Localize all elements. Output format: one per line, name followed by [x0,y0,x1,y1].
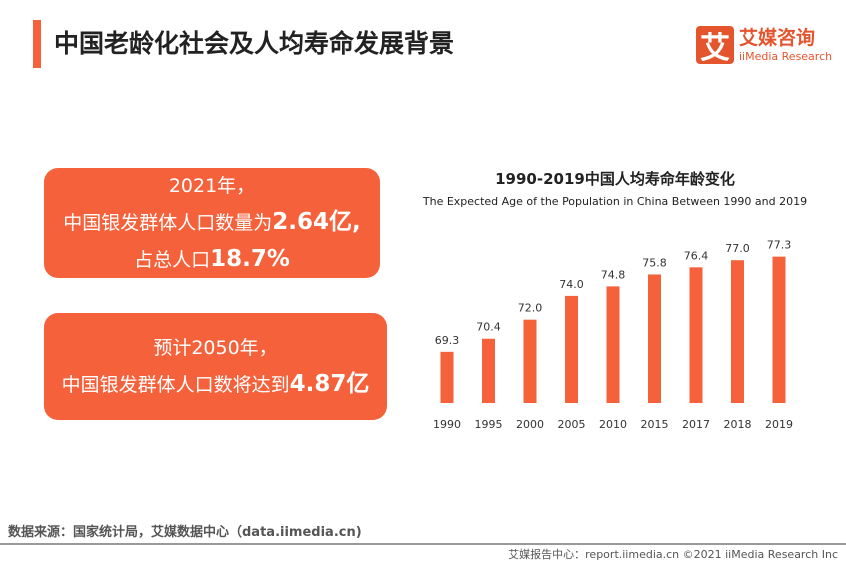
footer-divider [0,543,846,545]
stat-box-2021: 2021年， 中国银发群体人口数量为2.64亿, 占总人口18.7% [44,168,380,278]
title-accent-bar [33,20,41,68]
bar-2005 [565,295,578,403]
bar-2019 [772,256,786,403]
stat-box-2050: 预计2050年， 中国银发群体人口数将达到4.87亿 [44,313,387,420]
bar-2010 [606,286,620,403]
data-label: 77.3 [767,239,792,252]
logo-mark-icon: 艾 [696,26,734,66]
logo: 艾 艾媒咨询 iiMedia Research [696,26,833,66]
box1-line3: 占总人口18.7% [134,246,290,272]
box2-line2: 中国银发群体人口数将达到4.87亿 [61,371,370,397]
box1-line1: 2021年， [168,175,256,197]
x-tick-label: 2018 [724,418,752,431]
bar-1990 [440,351,454,403]
data-label: 69.3 [435,334,460,347]
footer-report: 艾媒报告中心：report.iimedia.cn ©2021 iiMedia R… [508,548,838,561]
logo-cn: 艾媒咨询 [739,26,816,49]
x-tick-label: 2000 [516,418,544,431]
bar-2017 [689,267,703,403]
box1-line2: 中国银发群体人口数量为2.64亿, [63,209,361,235]
x-tick-label: 1995 [475,418,503,431]
bar-2015 [648,274,661,403]
chart-title: 1990-2019中国人均寿命年龄变化 [495,170,735,188]
logo-en: iiMedia Research [739,49,833,63]
x-tick-label: 2005 [558,418,586,431]
data-label: 70.4 [476,321,501,334]
page-title: 中国老龄化社会及人均寿命发展背景 [54,29,455,58]
x-tick-label: 2010 [599,418,627,431]
x-tick-label: 2017 [682,418,710,431]
chart-subtitle: The Expected Age of the Population in Ch… [422,195,808,208]
data-source: 数据来源：国家统计局，艾媒数据中心（data.iimedia.cn) [8,525,362,540]
data-label: 76.4 [684,249,709,262]
data-label: 77.0 [725,242,750,255]
x-tick-label: 2015 [641,418,669,431]
box2-line1: 预计2050年， [153,337,278,359]
data-label: 74.8 [601,268,626,281]
x-tick-label: 1990 [433,418,461,431]
bar-2000 [523,319,537,403]
data-label: 75.8 [642,256,667,269]
x-tick-label: 2019 [765,418,793,431]
bar-1995 [482,338,495,403]
bar-2018 [731,260,744,403]
data-label: 72.0 [518,302,543,315]
data-label: 74.0 [559,278,584,291]
